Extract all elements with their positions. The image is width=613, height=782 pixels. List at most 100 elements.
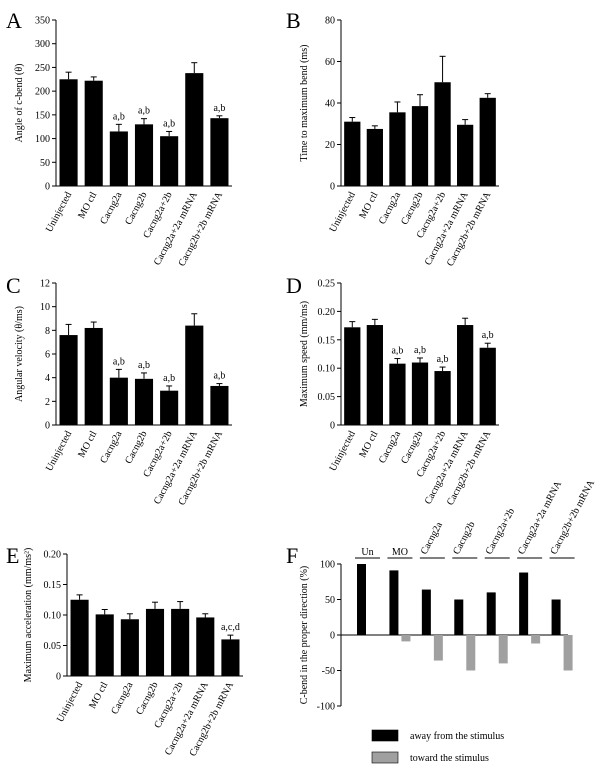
bar [434,371,451,425]
bar [84,80,103,186]
category-label: MO ctl [87,680,110,711]
bar [134,124,154,186]
bar [434,82,451,186]
significance-label: a,b [391,346,403,357]
group-label: Un [361,547,373,558]
bar [171,608,190,676]
y-tick-label: 0 [45,421,50,432]
y-tick-label: 80 [325,16,335,27]
y-tick-label: 12 [40,279,50,290]
bar [95,614,114,676]
y-tick-label: 0 [330,421,335,432]
bar [344,327,361,425]
group-label: MO [392,547,408,558]
y-axis-label: Angular velocity (θ/ms) [14,306,25,402]
significance-label: a,b [138,106,150,117]
y-tick-label: 50 [40,158,50,169]
y-tick-label: 8 [45,326,50,337]
bar [210,118,229,186]
bar [389,112,406,186]
y-tick-label: 40 [325,99,335,110]
category-label: MO ctl [357,190,380,221]
y-tick-label: 20 [325,140,335,151]
bar [109,131,128,186]
group-label: Cacng2b [451,520,477,557]
bar [366,128,383,186]
y-tick-label: 0.25 [318,279,336,290]
y-tick-label: 250 [35,63,50,74]
y-tick-label: 200 [35,87,50,98]
bar [551,599,561,635]
bar [457,124,474,186]
group-label: Cacng2a+2b [484,507,517,557]
y-tick-label: 4 [45,373,50,384]
bar [389,570,399,635]
y-tick-label: 100 [35,134,50,145]
bar [421,589,431,635]
panel-label: C [6,273,21,298]
bar [59,335,78,425]
bar [344,121,361,186]
y-tick-label: 0.10 [44,611,62,622]
category-label: Cacng2b [134,680,160,717]
bar [357,564,366,635]
category-label: Uninjected [44,429,74,473]
y-tick-label: 0 [330,631,335,642]
significance-label: a,b [113,356,125,367]
group-label: Cacng2a [419,520,445,557]
legend-swatch [371,729,399,742]
bar [210,385,229,425]
category-label: Cacng2a [109,680,135,717]
y-tick-label: 100 [320,560,335,571]
panel-label: E [6,543,19,568]
bar [70,599,89,676]
bar [454,599,464,635]
y-tick-label: 0.20 [318,307,336,318]
panel-label: B [286,8,301,33]
category-label: Uninjected [55,680,85,724]
significance-label: a,b [213,103,225,114]
bar [479,97,496,186]
y-tick-label: 10 [40,302,50,313]
y-tick-label: 0.05 [44,641,62,652]
bar [401,635,411,642]
y-tick-label: 0 [330,182,335,193]
category-label: Uninjected [328,429,358,473]
bar [519,572,529,635]
category-label: MO ctl [76,190,99,221]
y-tick-label: 150 [35,110,50,121]
y-tick-label: 50 [325,595,335,606]
bar [160,136,179,186]
bar [466,635,476,671]
bar [389,363,406,425]
bar [411,362,429,425]
y-tick-label: 0.15 [318,335,336,346]
bar [433,635,443,661]
significance-label: a,b [113,111,125,122]
y-tick-label: 0 [56,672,61,683]
legend-label: away from the stimulus [410,731,504,742]
bar [185,73,204,186]
y-tick-label: -100 [317,702,335,713]
bar [134,378,154,425]
y-tick-label: 0.05 [318,392,336,403]
significance-label: a,c,d [221,622,240,633]
y-tick-label: 2 [45,397,50,408]
y-axis-label: Angle of c-bend (θ) [14,64,25,143]
y-tick-label: 0 [45,182,50,193]
bar [185,325,204,425]
bar [411,106,429,186]
significance-label: a,b [213,371,225,382]
significance-label: a,b [163,373,175,384]
y-axis-label: Time to maximum bend (ms) [299,45,310,162]
bar [479,347,496,425]
significance-label: a,b [482,330,494,341]
panel-label: F [286,543,298,568]
y-tick-label: 300 [35,39,50,50]
bar [145,608,165,676]
category-label: MO ctl [76,429,99,460]
panel-label: A [6,8,22,33]
y-tick-label: 0.10 [318,364,336,375]
y-tick-label: 350 [35,16,50,27]
y-axis-label: C-bend in the proper direction (%) [299,566,310,705]
